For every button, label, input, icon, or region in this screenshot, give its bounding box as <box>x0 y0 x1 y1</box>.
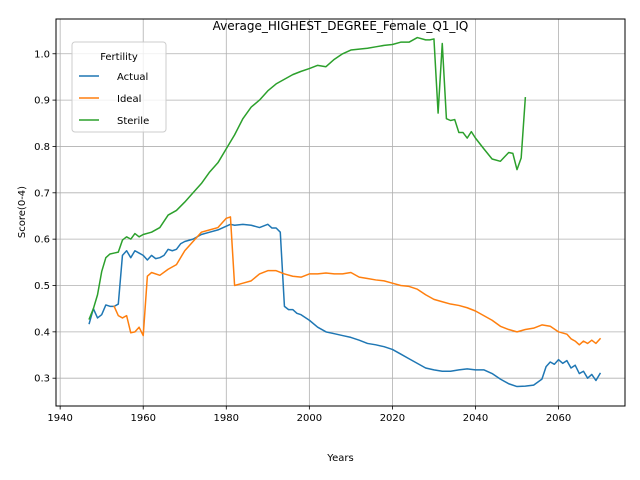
series-line-ideal <box>113 216 602 346</box>
y-tick-label: 0.5 <box>34 281 50 292</box>
legend-label-sterile: Sterile <box>117 116 149 127</box>
legend-title: Fertility <box>100 52 138 63</box>
x-tick-label: 1960 <box>130 413 155 424</box>
chart-title: Average_HIGHEST_DEGREE_Female_Q1_IQ <box>213 19 469 33</box>
grid <box>56 19 625 406</box>
y-axis: 0.3 0.4 0.5 0.6 0.7 0.8 0.9 1.0 <box>34 49 56 385</box>
x-tick-label: 1940 <box>47 413 72 424</box>
y-tick-label: 0.7 <box>34 188 50 199</box>
x-tick-label: 2060 <box>546 413 571 424</box>
y-tick-label: 1.0 <box>34 49 50 60</box>
y-tick-label: 0.8 <box>34 142 50 153</box>
x-tick-label: 2040 <box>463 413 488 424</box>
plot-frame <box>55 18 626 407</box>
x-tick-label: 1980 <box>214 413 239 424</box>
x-tick-label: 2020 <box>380 413 405 424</box>
legend-box <box>71 41 167 133</box>
y-tick-label: 0.6 <box>34 235 50 246</box>
x-axis-label: Years <box>326 453 353 464</box>
x-axis: 1940 1960 1980 2000 2020 2040 2060 <box>47 406 571 424</box>
legend-label-ideal: Ideal <box>117 94 141 105</box>
y-tick-label: 0.3 <box>34 374 50 385</box>
series-line-sterile <box>88 36 527 320</box>
legend: Fertility Actual Ideal Sterile <box>71 41 167 133</box>
x-tick-label: 2000 <box>297 413 322 424</box>
y-tick-label: 0.9 <box>34 96 50 107</box>
y-tick-label: 0.4 <box>34 327 50 338</box>
series-layer <box>88 36 602 388</box>
y-axis-label: Score(0-4) <box>17 186 28 238</box>
series-line-actual <box>88 223 602 388</box>
legend-label-actual: Actual <box>117 72 148 83</box>
